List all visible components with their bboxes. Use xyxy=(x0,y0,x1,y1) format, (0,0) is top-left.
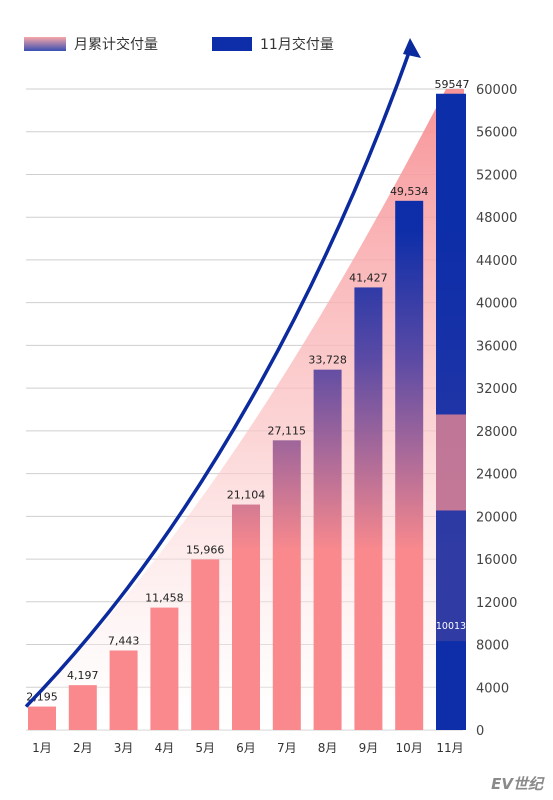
cumulative-segment xyxy=(436,414,466,511)
y-tick-label: 8000 xyxy=(476,639,509,654)
legend-swatch-monthly xyxy=(212,37,252,51)
growth-arrow xyxy=(24,43,414,708)
y-tick-label: 12000 xyxy=(476,596,517,611)
data-label: 33,728 xyxy=(308,354,347,367)
data-label: 4,197 xyxy=(67,669,99,682)
y-tick-label: 44000 xyxy=(476,254,517,269)
legend-item-monthly: 11月交付量 xyxy=(212,34,334,54)
x-tick-label: 1月 xyxy=(32,741,52,755)
bar-4月 xyxy=(150,607,179,730)
bar-1月 xyxy=(28,706,56,730)
legend-swatch-cumulative xyxy=(24,37,66,51)
y-tick-label: 40000 xyxy=(476,297,517,312)
y-tick-label: 20000 xyxy=(476,510,517,525)
data-label: 15,966 xyxy=(186,543,225,556)
y-tick-label: 0 xyxy=(476,724,484,739)
data-label: 59547 xyxy=(435,78,470,91)
data-label: 27,115 xyxy=(268,424,307,437)
legend-label-cumulative: 月累计交付量 xyxy=(74,37,158,53)
legend-label-monthly: 11月交付量 xyxy=(260,37,334,53)
y-tick-label: 56000 xyxy=(476,126,517,141)
y-tick-label: 28000 xyxy=(476,425,517,440)
data-label: 7,443 xyxy=(108,634,140,647)
bar-7月 xyxy=(272,440,301,730)
y-tick-label: 24000 xyxy=(476,468,517,483)
y-tick-label: 52000 xyxy=(476,168,517,183)
bar-5月 xyxy=(191,559,220,730)
x-tick-label: 9月 xyxy=(359,741,379,755)
bar-9月 xyxy=(354,287,383,730)
y-tick-label: 36000 xyxy=(476,339,517,354)
x-tick-label: 6月 xyxy=(236,741,256,755)
data-label: 49,534 xyxy=(390,185,429,198)
x-tick-label: 7月 xyxy=(277,741,297,755)
bar-2月 xyxy=(68,685,97,730)
data-label: 11,458 xyxy=(145,592,184,605)
y-tick-label: 4000 xyxy=(476,681,509,696)
y-tick-label: 60000 xyxy=(476,83,517,98)
watermark-logo: EV世纪 xyxy=(491,775,543,793)
x-tick-label: 2月 xyxy=(73,741,93,755)
data-label: 41,427 xyxy=(349,271,388,284)
bar-3月 xyxy=(109,650,138,730)
monthly-value-label: 10013 xyxy=(436,621,466,632)
x-tick-label: 5月 xyxy=(195,741,215,755)
x-tick-label: 3月 xyxy=(114,741,134,755)
legend-item-cumulative: 月累计交付量 xyxy=(24,34,158,54)
y-tick-label: 32000 xyxy=(476,382,517,397)
bar-10月 xyxy=(395,200,424,730)
x-tick-label: 4月 xyxy=(155,741,175,755)
bar-8月 xyxy=(313,369,342,730)
y-tick-label: 48000 xyxy=(476,211,517,226)
monthly-bar-upper xyxy=(436,93,466,642)
growth-arrow-head xyxy=(403,38,421,58)
y-tick-label: 16000 xyxy=(476,553,517,568)
x-tick-label: 8月 xyxy=(318,741,338,755)
x-tick-label: 11月 xyxy=(436,741,463,755)
x-tick-label: 10月 xyxy=(396,741,423,755)
monthly-bar xyxy=(436,641,466,730)
legend: 月累计交付量 11月交付量 xyxy=(24,34,334,54)
data-label: 21,104 xyxy=(227,489,266,502)
bar-6月 xyxy=(232,504,260,730)
